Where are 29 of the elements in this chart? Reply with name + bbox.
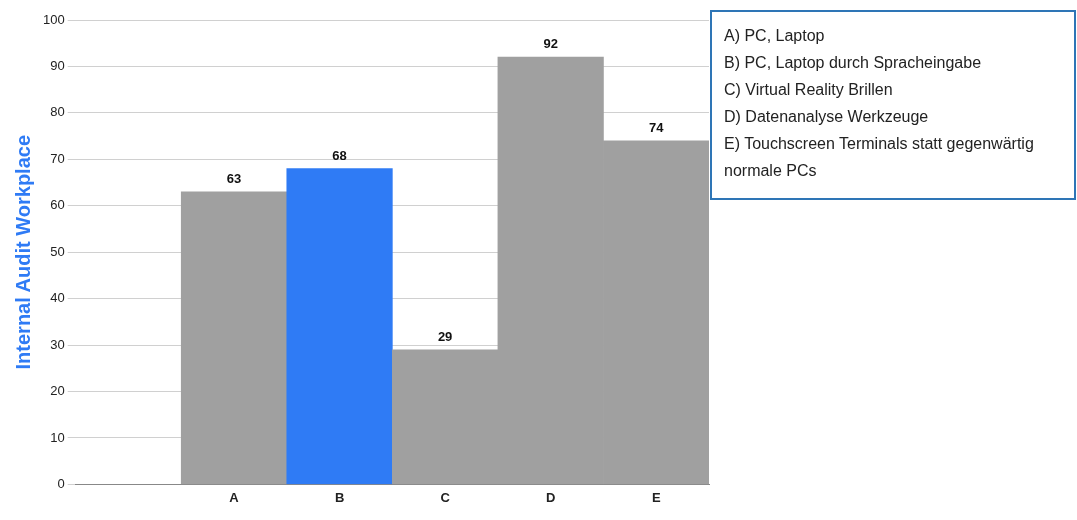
text: D) Datenanalyse Werkzeuge <box>724 107 930 127</box>
y-tick-label: 40 <box>50 290 65 306</box>
x-tick-label: B <box>334 489 345 505</box>
text: E) Touchscreen Terminals statt gegenwärtig normale PCs <box>724 134 1035 181</box>
data-label: 63 <box>226 170 242 186</box>
x-tick-label: E <box>651 489 661 505</box>
text: A) PC, Laptop <box>724 26 826 46</box>
x-tick-label: C <box>440 489 451 505</box>
y-tick-label: 0 <box>57 475 65 491</box>
text: C) Virtual Reality Brillen <box>724 80 894 100</box>
y-tick-label: 80 <box>50 104 65 120</box>
y-tick-label: 30 <box>50 336 65 352</box>
data-label: 74 <box>648 119 665 135</box>
x-tick-label: A <box>229 489 240 505</box>
y-tick-label: 60 <box>50 197 65 213</box>
text: B) PC, Laptop durch Spracheingabe <box>724 53 983 73</box>
data-label: 68 <box>332 147 347 163</box>
bar <box>180 191 288 485</box>
y-tick-label: 90 <box>50 58 65 74</box>
bar <box>286 168 393 485</box>
y-tick-label: 20 <box>50 383 65 399</box>
y-tick-label: 50 <box>50 243 65 259</box>
y-tick-label: 10 <box>50 429 65 445</box>
x-tick-label: D <box>545 489 556 505</box>
data-label: 29 <box>437 328 453 344</box>
y-axis-title: Internal Audit Workplace <box>11 134 34 370</box>
y-tick-label: 100 <box>42 11 65 27</box>
y-tick-label: 70 <box>50 150 65 166</box>
data-label: 92 <box>543 36 558 52</box>
